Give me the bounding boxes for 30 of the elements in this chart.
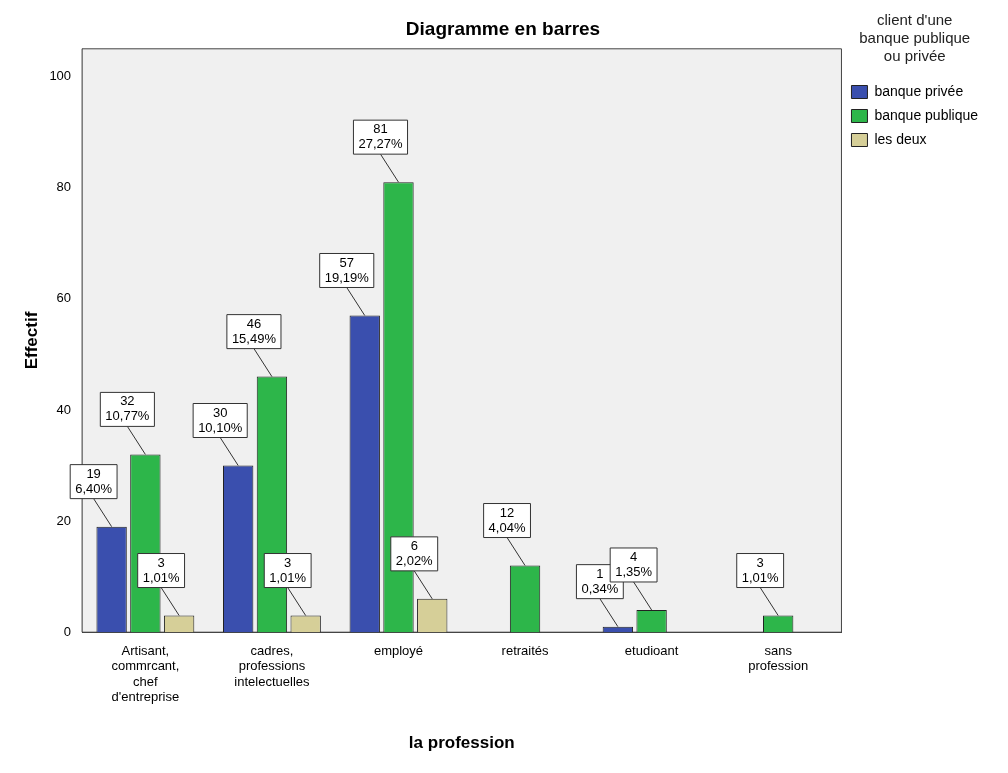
x-tick-label: employé xyxy=(373,642,424,658)
data-label: 81 27,27% xyxy=(358,121,403,152)
data-label: 46 15,49% xyxy=(231,315,277,346)
y-tick-label: 20 xyxy=(56,512,72,528)
y-tick-label: 40 xyxy=(56,401,72,417)
legend-title: client d'une banque publique ou privée xyxy=(859,10,971,64)
y-tick-label: 80 xyxy=(56,179,72,195)
legend-label: banque publique xyxy=(874,106,979,123)
data-label: 3 1,01% xyxy=(741,554,780,585)
y-tick-label: 100 xyxy=(49,68,72,84)
data-label: 32 10,77% xyxy=(105,393,150,424)
x-tick-label: etudioant xyxy=(624,642,679,658)
data-label: 6 2,02% xyxy=(395,537,434,568)
data-label: 19 6,40% xyxy=(75,465,113,496)
y-axis-title: Effectif xyxy=(21,311,41,370)
legend-label: les deux xyxy=(874,130,927,147)
chart-title: Diagramme en barres xyxy=(405,17,601,39)
data-label: 30 10,10% xyxy=(198,404,243,435)
x-tick-label: cadres, professions intelectuelles xyxy=(234,642,311,689)
data-label: 57 19,19% xyxy=(324,254,370,285)
legend-label: banque privée xyxy=(874,82,964,99)
data-label: 3 1,01% xyxy=(269,554,307,585)
data-label: 3 1,01% xyxy=(142,554,180,585)
x-tick-label: Artisant, commrcant, chef d'entreprise xyxy=(111,642,180,705)
y-tick-label: 60 xyxy=(56,290,72,306)
data-label: 12 4,04% xyxy=(488,504,526,535)
x-axis-title: la profession xyxy=(408,733,515,753)
y-tick-label: 0 xyxy=(63,623,72,639)
x-tick-label: retraités xyxy=(501,642,550,658)
x-tick-label: sans profession xyxy=(748,642,809,674)
